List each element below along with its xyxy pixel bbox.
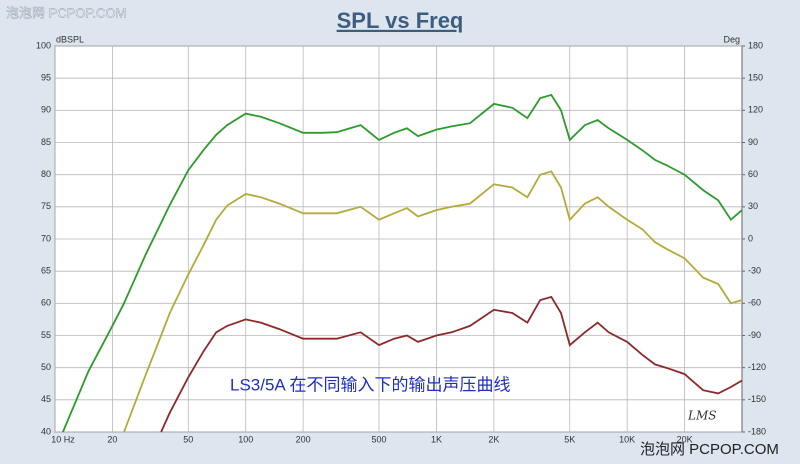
line-series bbox=[62, 93, 743, 433]
x-tick-label: 2K bbox=[488, 434, 499, 444]
y2-tick-label: -60 bbox=[748, 298, 761, 308]
y-tick-label: 100 bbox=[36, 40, 51, 50]
y2-axis-label: Deg bbox=[723, 34, 740, 44]
y-tick-label: 60 bbox=[41, 298, 51, 308]
y2-tick-label: -30 bbox=[748, 266, 761, 276]
y-tick-label: 55 bbox=[41, 330, 51, 340]
x-tick-label: 500 bbox=[372, 434, 387, 444]
y2-tick-label: -120 bbox=[748, 362, 766, 372]
line-series bbox=[123, 170, 743, 433]
watermark: 泡泡网 PCPOP.COM bbox=[640, 441, 779, 458]
y2-tick-label: -150 bbox=[748, 394, 766, 404]
x-tick-label: 100 bbox=[238, 434, 253, 444]
x-tick-label: 5K bbox=[564, 434, 575, 444]
y2-tick-label: 150 bbox=[748, 73, 763, 83]
y-tick-label: 70 bbox=[41, 233, 51, 243]
y-tick-label: 80 bbox=[41, 169, 51, 179]
watermark: 泡泡网 PCPOP.COM bbox=[6, 5, 126, 20]
x-tick-label: 50 bbox=[183, 434, 193, 444]
y-tick-label: 50 bbox=[41, 362, 51, 372]
x-tick-label: 10 Hz bbox=[51, 434, 75, 444]
x-tick-label: 20 bbox=[107, 434, 117, 444]
y-tick-label: 75 bbox=[41, 201, 51, 211]
line-series bbox=[160, 295, 743, 433]
x-tick-label: 200 bbox=[296, 434, 311, 444]
y2-tick-label: -180 bbox=[748, 426, 766, 436]
y2-tick-label: 0 bbox=[748, 233, 753, 243]
y-tick-label: 45 bbox=[41, 394, 51, 404]
x-tick-label: 1K bbox=[431, 434, 442, 444]
y-tick-label: 40 bbox=[41, 426, 51, 436]
y2-tick-label: 30 bbox=[748, 201, 758, 211]
y2-tick-label: 90 bbox=[748, 137, 758, 147]
y-tick-label: 85 bbox=[41, 137, 51, 147]
y2-tick-label: -90 bbox=[748, 330, 761, 340]
y-tick-label: 95 bbox=[41, 73, 51, 83]
y-tick-label: 65 bbox=[41, 266, 51, 276]
chart-title: SPL vs Freq bbox=[337, 8, 464, 33]
signature: LMS bbox=[687, 409, 716, 423]
y-tick-label: 90 bbox=[41, 105, 51, 115]
y2-tick-label: 120 bbox=[748, 105, 763, 115]
y-axis-label: dBSPL bbox=[56, 34, 84, 44]
y2-tick-label: 60 bbox=[748, 169, 758, 179]
annotation: LS3/5A 在不同输入下的输出声压曲线 bbox=[230, 375, 511, 394]
x-tick-label: 20K bbox=[677, 434, 693, 444]
x-tick-label: 10K bbox=[619, 434, 635, 444]
y2-tick-label: 180 bbox=[748, 40, 763, 50]
